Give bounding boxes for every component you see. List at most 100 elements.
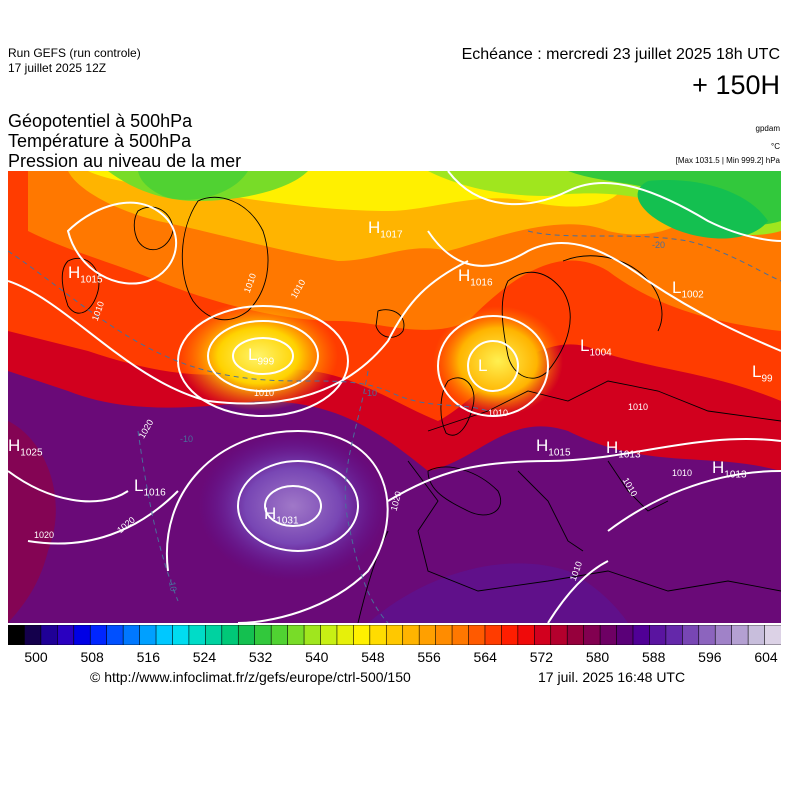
weather-map	[8, 171, 781, 623]
pressure-center: L99	[752, 362, 773, 385]
color-scale-swatch	[172, 625, 190, 645]
pressure-center: L1016	[134, 476, 166, 499]
color-scale-swatch	[287, 625, 305, 645]
color-scale-tick-label: 556	[417, 649, 441, 665]
color-scale-swatch	[205, 625, 223, 645]
valid-time: Echéance : mercredi 23 juillet 2025 18h …	[461, 46, 780, 63]
color-scale-swatch	[682, 625, 700, 645]
pressure-center: L999	[248, 345, 275, 368]
color-scale-swatch	[221, 625, 240, 645]
pressure-center: H1025	[8, 436, 43, 459]
temperature-label: -10	[180, 434, 194, 444]
color-scale-swatch	[731, 625, 750, 645]
field-geopotential-label: Géopotentiel à 500hPa	[8, 111, 193, 131]
color-scale-swatch	[73, 625, 92, 645]
color-scale-tick-label: 508	[80, 649, 104, 665]
color-scale-tick-label: 588	[642, 649, 666, 665]
color-scale-swatch	[451, 625, 470, 645]
color-scale-swatch	[435, 625, 453, 645]
isobar-label: 1010	[628, 402, 649, 412]
lead-time: + 150H	[692, 70, 780, 100]
temperature-field	[8, 171, 781, 623]
color-scale-swatch	[566, 625, 585, 645]
color-scale-swatch	[468, 625, 486, 645]
color-scale-tick-label: 564	[473, 649, 497, 665]
color-scale-tick-label: 500	[24, 649, 48, 665]
color-scale-swatch	[122, 625, 141, 645]
color-scale-swatch	[369, 625, 388, 645]
color-scale-swatch	[139, 625, 157, 645]
color-scale-swatch	[665, 625, 684, 645]
color-scale-swatch	[155, 625, 174, 645]
color-scale-tick-label: 516	[136, 649, 160, 665]
color-scale-swatch	[402, 625, 421, 645]
temperature-contours	[8, 230, 781, 623]
color-scale-swatch	[336, 625, 355, 645]
pressure-center: L	[478, 356, 488, 375]
color-scale-swatch	[254, 625, 273, 645]
color-scale-swatch	[57, 625, 75, 645]
pressure-unit-range: [Max 1031.5 | Min 999.2] hPa	[675, 156, 780, 165]
geopotential-unit: gpdam	[755, 124, 780, 133]
run-date: 17 juillet 2025 12Z	[8, 61, 107, 75]
color-scale-swatch	[40, 625, 59, 645]
color-scale-swatch	[517, 625, 536, 645]
color-scale-swatch	[632, 625, 651, 645]
isobar-label: 1010	[254, 388, 275, 398]
temperature-label: -10	[364, 388, 378, 398]
field-temperature-label: Température à 500hPa	[8, 131, 192, 151]
color-scale-bar	[8, 625, 781, 645]
color-scale-swatch	[353, 625, 371, 645]
color-scale-swatch	[270, 625, 289, 645]
color-scale-swatch	[418, 625, 437, 645]
color-scale-swatch	[550, 625, 569, 645]
color-scale-tick-label: 532	[248, 649, 273, 665]
pressure-center: H1016	[458, 266, 493, 289]
isobar-label: 1010	[672, 468, 693, 478]
pressure-center: H1013	[712, 458, 747, 481]
color-scale-swatch	[188, 625, 207, 645]
color-scale-swatch	[599, 625, 618, 645]
isobar-label: 1020	[34, 530, 55, 540]
color-scale-swatch	[533, 625, 552, 645]
color-scale-swatch	[303, 625, 322, 645]
color-scale-swatch	[89, 625, 108, 645]
pressure-center: H1015	[68, 263, 103, 286]
pressure-center: H1031	[264, 504, 299, 527]
color-scale-swatch	[698, 625, 717, 645]
temperature-unit: °C	[771, 142, 780, 151]
color-scale-tick-label: 572	[529, 649, 554, 665]
color-scale-tick-label: 580	[585, 649, 610, 665]
color-scale-swatch	[237, 625, 256, 645]
color-scale-swatch	[616, 625, 634, 645]
color-scale-tick-label: 524	[192, 649, 217, 665]
copyright-link[interactable]: © http://www.infoclimat.fr/z/gefs/europe…	[90, 669, 411, 685]
color-scale-tick-label: 604	[754, 649, 778, 665]
pressure-center: H1013	[606, 438, 641, 461]
color-scale-swatch	[501, 625, 519, 645]
pressure-center: H1015	[536, 436, 571, 459]
pressure-center: L1004	[580, 336, 612, 359]
color-scale-swatch	[24, 625, 42, 645]
temperature-label: -10	[166, 577, 179, 593]
color-scale-swatch	[8, 625, 26, 645]
color-scale-swatch	[714, 625, 733, 645]
color-scale-ticks: 500 508 516 524 532 540 548 556 564 572 580 588 596 6…	[8, 649, 781, 667]
field-pressure-label: Pression au niveau de la mer	[8, 151, 242, 171]
color-scale-tick-label: 540	[305, 649, 329, 665]
color-scale-swatch	[649, 625, 667, 645]
run-title: Run GEFS (run controle)	[8, 46, 141, 60]
pressure-center: L1002	[672, 278, 704, 301]
color-scale-swatch	[320, 625, 338, 645]
color-scale-swatch	[484, 625, 503, 645]
temperature-label: -20	[652, 240, 666, 250]
color-scale-swatch	[385, 625, 404, 645]
color-scale-tick-label: 596	[698, 649, 722, 665]
color-scale-swatch	[764, 625, 781, 645]
isobar-label: 1010	[488, 408, 509, 418]
color-scale-swatch	[747, 625, 766, 645]
color-scale-swatch	[106, 625, 125, 645]
isobars	[8, 171, 781, 623]
color-scale-swatch	[583, 625, 601, 645]
generation-timestamp: 17 juil. 2025 16:48 UTC	[538, 669, 686, 685]
